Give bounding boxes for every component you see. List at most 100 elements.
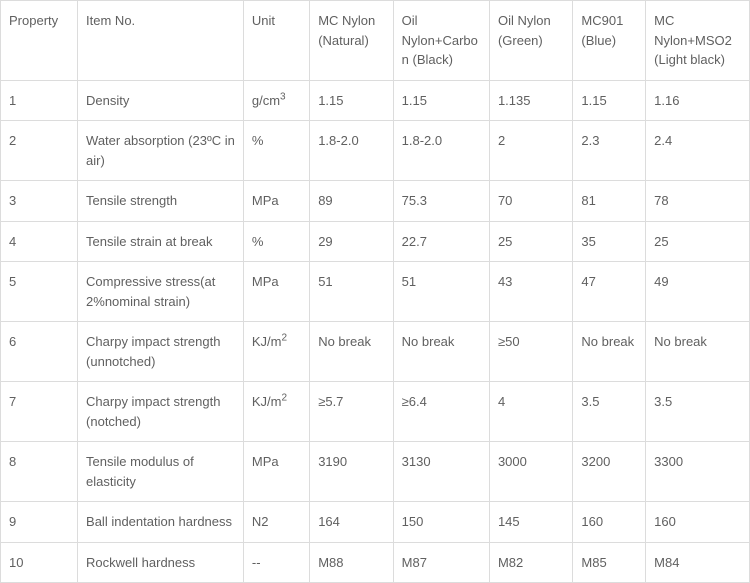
col-oil-carbon: Oil Nylon+Carbon (Black)	[393, 1, 489, 81]
cell-value: 160	[573, 502, 646, 543]
cell-value: 51	[310, 262, 393, 322]
cell-item: Ball indentation hardness	[78, 502, 244, 543]
cell-value: 4	[489, 382, 572, 442]
cell-value: 3300	[646, 442, 750, 502]
cell-unit: KJ/m2	[243, 382, 309, 442]
cell-unit: MPa	[243, 181, 309, 222]
cell-property: 9	[1, 502, 78, 543]
table-row: 1Densityg/cm31.151.151.1351.151.16	[1, 80, 750, 121]
cell-unit: --	[243, 542, 309, 583]
table-row: 5Compressive stress(at 2%nominal strain)…	[1, 262, 750, 322]
col-unit: Unit	[243, 1, 309, 81]
cell-value: 150	[393, 502, 489, 543]
cell-value: No break	[310, 322, 393, 382]
cell-value: 3130	[393, 442, 489, 502]
cell-unit: MPa	[243, 442, 309, 502]
cell-item: Rockwell hardness	[78, 542, 244, 583]
table-row: 3Tensile strengthMPa8975.37081 78	[1, 181, 750, 222]
cell-value: 47	[573, 262, 646, 322]
cell-property: 8	[1, 442, 78, 502]
cell-value: 3.5	[573, 382, 646, 442]
table-row: 2 Water absorption (23ºC in air)%1.8-2.0…	[1, 121, 750, 181]
cell-value: 51	[393, 262, 489, 322]
cell-value: M85	[573, 542, 646, 583]
cell-property: 10	[1, 542, 78, 583]
cell-value: 89	[310, 181, 393, 222]
table-row: 8Tensile modulus of elasticityMPa3190313…	[1, 442, 750, 502]
cell-item: Tensile strength	[78, 181, 244, 222]
table-row: 4Tensile strain at break%2922.7253525	[1, 221, 750, 262]
col-oil-green: Oil Nylon (Green)	[489, 1, 572, 81]
cell-item: Charpy impact strength (unnotched)	[78, 322, 244, 382]
cell-value: 43	[489, 262, 572, 322]
cell-property: 1	[1, 80, 78, 121]
cell-value: 1.15	[393, 80, 489, 121]
col-mc-mso2: MC Nylon+MSO2 (Light black)	[646, 1, 750, 81]
cell-value: M87	[393, 542, 489, 583]
cell-unit: %	[243, 221, 309, 262]
cell-value: 22.7	[393, 221, 489, 262]
cell-property: 6	[1, 322, 78, 382]
col-item: Item No.	[78, 1, 244, 81]
table-row: 10Rockwell hardness--M88M87M82M85M84	[1, 542, 750, 583]
cell-item: Tensile modulus of elasticity	[78, 442, 244, 502]
cell-property: 5	[1, 262, 78, 322]
cell-value: 3.5	[646, 382, 750, 442]
cell-value: 78	[646, 181, 750, 222]
cell-value: 1.15	[310, 80, 393, 121]
table-header-row: Property Item No. Unit MC Nylon (Natural…	[1, 1, 750, 81]
cell-unit: N2	[243, 502, 309, 543]
cell-value: No break	[573, 322, 646, 382]
cell-value: 35	[573, 221, 646, 262]
cell-value: 1.15	[573, 80, 646, 121]
cell-value: ≥50	[489, 322, 572, 382]
cell-value: 1.8-2.0	[393, 121, 489, 181]
table-row: 9Ball indentation hardnessN2164150145160…	[1, 502, 750, 543]
cell-value: M88	[310, 542, 393, 583]
cell-value: 164	[310, 502, 393, 543]
cell-property: 3	[1, 181, 78, 222]
cell-value: 1.8-2.0	[310, 121, 393, 181]
cell-value: 70	[489, 181, 572, 222]
properties-table: Property Item No. Unit MC Nylon (Natural…	[0, 0, 750, 583]
cell-value: M84	[646, 542, 750, 583]
cell-value: 3200	[573, 442, 646, 502]
cell-value: ≥5.7	[310, 382, 393, 442]
cell-value: M82	[489, 542, 572, 583]
col-mc901-blue: MC901 (Blue)	[573, 1, 646, 81]
cell-value: 3190	[310, 442, 393, 502]
cell-value: 25	[646, 221, 750, 262]
cell-value: No break	[393, 322, 489, 382]
cell-value: 2.3	[573, 121, 646, 181]
cell-value: 25	[489, 221, 572, 262]
cell-value: No break	[646, 322, 750, 382]
cell-property: 2	[1, 121, 78, 181]
cell-value: 1.16	[646, 80, 750, 121]
col-property: Property	[1, 1, 78, 81]
cell-value: 1.135	[489, 80, 572, 121]
col-mc-natural: MC Nylon (Natural)	[310, 1, 393, 81]
cell-value: 81	[573, 181, 646, 222]
cell-value: 2.4	[646, 121, 750, 181]
cell-item: Water absorption (23ºC in air)	[78, 121, 244, 181]
cell-value: 3000	[489, 442, 572, 502]
cell-item: Tensile strain at break	[78, 221, 244, 262]
cell-value: 160	[646, 502, 750, 543]
cell-value: 29	[310, 221, 393, 262]
cell-value: 2	[489, 121, 572, 181]
table-body: 1Densityg/cm31.151.151.1351.151.162 Wate…	[1, 80, 750, 583]
cell-unit: KJ/m2	[243, 322, 309, 382]
cell-unit: %	[243, 121, 309, 181]
cell-unit: MPa	[243, 262, 309, 322]
table-row: 6Charpy impact strength (unnotched)KJ/m2…	[1, 322, 750, 382]
cell-item: Density	[78, 80, 244, 121]
cell-item: Compressive stress(at 2%nominal strain)	[78, 262, 244, 322]
table-row: 7Charpy impact strength (notched)KJ/m2≥5…	[1, 382, 750, 442]
cell-unit: g/cm3	[243, 80, 309, 121]
cell-property: 7	[1, 382, 78, 442]
cell-value: 49	[646, 262, 750, 322]
cell-value: 75.3	[393, 181, 489, 222]
cell-value: 145	[489, 502, 572, 543]
cell-property: 4	[1, 221, 78, 262]
cell-item: Charpy impact strength (notched)	[78, 382, 244, 442]
